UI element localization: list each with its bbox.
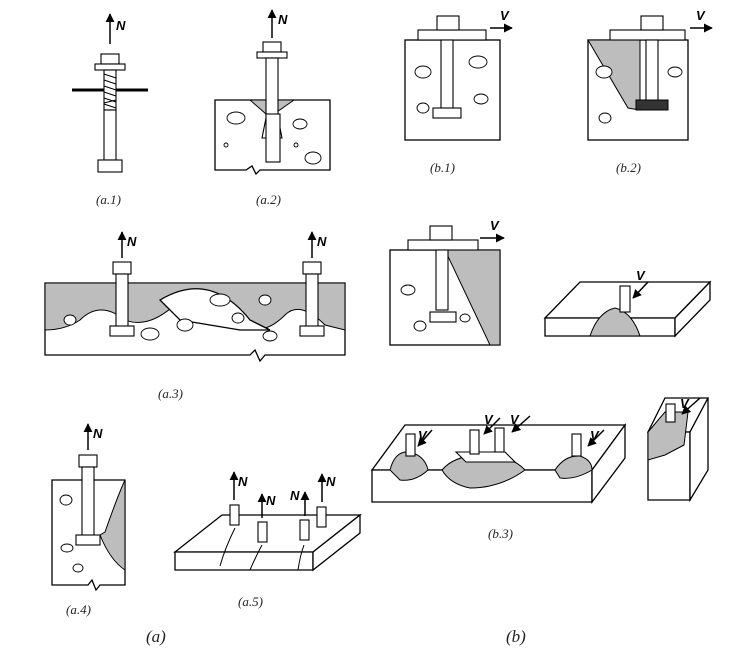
fracture-line bbox=[103, 99, 117, 104]
svg-text:N: N bbox=[317, 234, 327, 249]
base-plate bbox=[417, 29, 487, 41]
svg-text:(a.4): (a.4) bbox=[66, 602, 91, 617]
anchor-shank bbox=[103, 109, 117, 161]
label-a1: (a.1) bbox=[96, 192, 121, 207]
edge-breakout-wedge bbox=[444, 249, 501, 346]
svg-text:(b.1): (b.1) bbox=[430, 160, 455, 175]
panel-edge-breakout: V bbox=[389, 218, 505, 346]
svg-text:N: N bbox=[326, 474, 336, 489]
svg-text:N: N bbox=[238, 474, 248, 489]
svg-text:V: V bbox=[418, 428, 428, 443]
svg-text:N: N bbox=[290, 488, 300, 503]
svg-text:V: V bbox=[484, 412, 494, 427]
panel-a4: N (a.4) bbox=[51, 423, 126, 617]
svg-text:N: N bbox=[127, 234, 137, 249]
slab-side bbox=[674, 280, 711, 338]
svg-text:V: V bbox=[490, 218, 500, 233]
svg-text:V: V bbox=[696, 8, 706, 23]
washer bbox=[94, 63, 126, 71]
svg-text:(b.2): (b.2) bbox=[616, 160, 641, 175]
svg-text:V: V bbox=[590, 428, 600, 443]
svg-text:V: V bbox=[680, 396, 690, 411]
panel-b2: V (b.2) bbox=[587, 8, 713, 175]
svg-text:N: N bbox=[266, 493, 276, 508]
anchor-head bbox=[97, 159, 123, 173]
panel-slab-shear: V bbox=[543, 268, 712, 338]
svg-text:N: N bbox=[278, 12, 288, 27]
panel-a3: N N (a.3) bbox=[44, 231, 346, 401]
panel-corner: V bbox=[646, 396, 710, 503]
panel-a1: N (a.1) bbox=[72, 13, 148, 207]
nut bbox=[100, 53, 120, 65]
caption-a: (a) bbox=[146, 627, 166, 646]
panel-b3: V V V V (b.3) bbox=[370, 412, 627, 541]
svg-text:V: V bbox=[500, 8, 510, 23]
panel-b1: V (b.1) bbox=[404, 8, 513, 175]
svg-text:(b.3): (b.3) bbox=[488, 526, 513, 541]
svg-text:V: V bbox=[636, 268, 646, 283]
svg-text:(a.5): (a.5) bbox=[238, 594, 263, 609]
blowout-area bbox=[99, 479, 126, 571]
svg-text:(a.3): (a.3) bbox=[158, 386, 183, 401]
svg-text:N: N bbox=[93, 426, 103, 441]
svg-text:V: V bbox=[510, 412, 520, 427]
anchor-rod bbox=[265, 57, 279, 119]
panel-a5: N N N N (a.5) bbox=[173, 471, 362, 609]
caption-b: (b) bbox=[506, 627, 526, 646]
force-label-n: N bbox=[116, 18, 126, 33]
svg-text:(a.2): (a.2) bbox=[256, 192, 281, 207]
panel-a2: N (a.2) bbox=[214, 9, 331, 207]
